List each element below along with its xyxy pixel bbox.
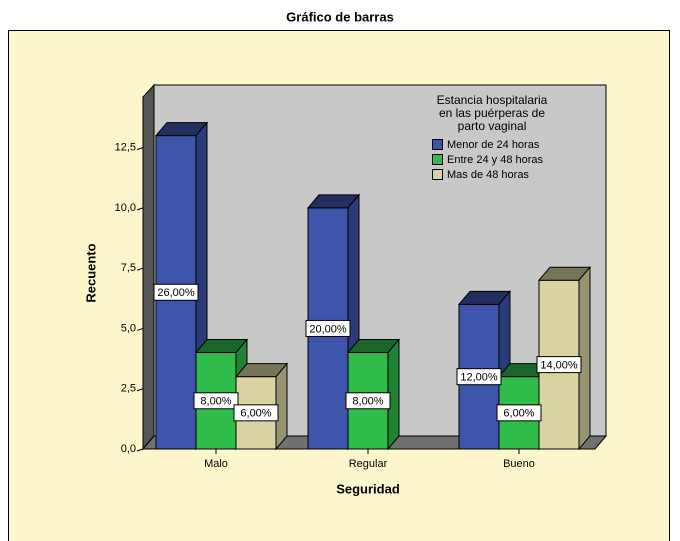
value-label: 6,00% bbox=[503, 408, 534, 420]
left-wall bbox=[142, 83, 155, 451]
y-tick-label: 0,0 bbox=[121, 443, 136, 455]
legend-title: Estancia hospitalaria en las puérperas d… bbox=[436, 93, 548, 133]
value-label: 8,00% bbox=[352, 396, 383, 408]
value-label-box bbox=[496, 404, 542, 422]
bar-side bbox=[275, 362, 288, 451]
y-tick bbox=[136, 207, 144, 211]
legend: Estancia hospitalaria en las puérperas d… bbox=[432, 94, 572, 182]
value-label: 14,00% bbox=[540, 360, 578, 372]
y-tick bbox=[136, 147, 144, 151]
legend-label: Menor de 24 horas bbox=[447, 138, 540, 151]
y-tick-label: 2,5 bbox=[121, 383, 136, 395]
value-label: 6,00% bbox=[240, 408, 271, 420]
value-label: 20,00% bbox=[309, 323, 347, 335]
y-tick bbox=[136, 448, 144, 452]
value-label-box bbox=[345, 392, 391, 410]
y-tick bbox=[136, 388, 144, 392]
y-tick-label: 10,0 bbox=[115, 202, 136, 214]
x-tick-label: Regular bbox=[349, 458, 388, 470]
legend-entry: Mas de 48 horas bbox=[432, 167, 572, 182]
legend-swatch bbox=[432, 169, 443, 180]
y-axis-label: Recuento bbox=[83, 243, 98, 302]
y-tick-label: 12,5 bbox=[115, 142, 136, 154]
legend-label: Mas de 48 horas bbox=[447, 168, 529, 181]
value-label-box bbox=[193, 392, 239, 410]
x-axis-label: Seguridad bbox=[336, 481, 400, 496]
chart-title: Gráfico de barras bbox=[286, 9, 394, 24]
value-label: 12,00% bbox=[460, 372, 498, 384]
y-tick-label: 7,5 bbox=[121, 262, 136, 274]
x-tick-label: Bueno bbox=[503, 458, 535, 470]
value-label-box bbox=[305, 319, 351, 337]
bar-side bbox=[578, 265, 591, 451]
legend-swatch bbox=[432, 139, 443, 150]
legend-swatch bbox=[432, 154, 443, 165]
value-label-box bbox=[536, 356, 582, 374]
legend-entry: Menor de 24 horas bbox=[432, 137, 572, 152]
x-tick-label: Malo bbox=[204, 458, 228, 470]
y-tick-label: 5,0 bbox=[121, 322, 136, 334]
value-label: 26,00% bbox=[157, 287, 195, 299]
value-label-box bbox=[233, 404, 279, 422]
value-label-box bbox=[153, 283, 199, 301]
legend-label: Entre 24 y 48 horas bbox=[447, 153, 544, 166]
value-label: 8,00% bbox=[200, 396, 231, 408]
bar-side bbox=[387, 338, 400, 451]
y-tick bbox=[136, 267, 144, 271]
legend-entry: Entre 24 y 48 horas bbox=[432, 152, 572, 167]
value-label-box bbox=[456, 368, 502, 386]
y-tick bbox=[136, 327, 144, 331]
